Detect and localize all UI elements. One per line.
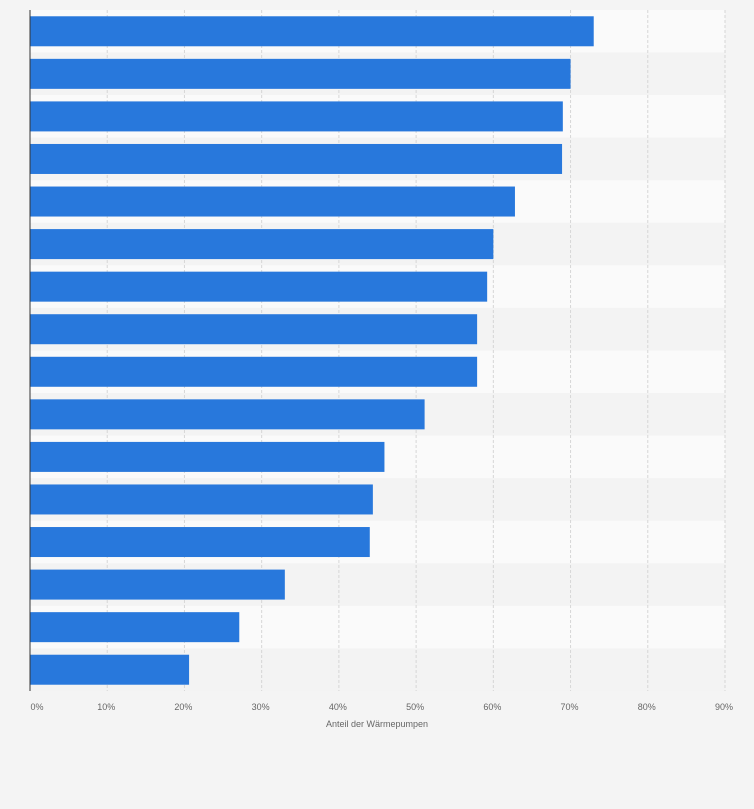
bar[interactable]	[30, 101, 563, 132]
bar[interactable]	[30, 441, 385, 472]
bar[interactable]	[30, 527, 370, 558]
x-tick-label: 70%	[561, 702, 579, 712]
bar[interactable]	[30, 271, 488, 302]
bar[interactable]	[30, 58, 571, 89]
bar[interactable]	[30, 399, 425, 430]
x-tick-label: 30%	[252, 702, 270, 712]
bar[interactable]	[30, 654, 190, 685]
x-axis-title: Anteil der Wärmepumpen	[326, 719, 428, 729]
x-tick-label: 50%	[406, 702, 424, 712]
bar[interactable]	[30, 314, 478, 345]
bar[interactable]	[30, 569, 285, 600]
x-tick-label: 20%	[174, 702, 192, 712]
x-axis-ticks: 0% 10% 20% 30% 40% 50% 60% 70% 80% 90%	[30, 702, 733, 712]
bar[interactable]	[30, 612, 240, 643]
bar[interactable]	[30, 186, 515, 217]
bar[interactable]	[30, 484, 373, 515]
x-tick-label: 0%	[30, 702, 43, 712]
bar[interactable]	[30, 356, 478, 387]
x-tick-label: 80%	[638, 702, 656, 712]
bar[interactable]	[30, 229, 494, 260]
x-tick-label: 10%	[97, 702, 115, 712]
bars	[30, 16, 594, 685]
x-tick-label: 60%	[483, 702, 501, 712]
bar[interactable]	[30, 143, 563, 174]
x-tick-label: 90%	[715, 702, 733, 712]
x-tick-label: 40%	[329, 702, 347, 712]
bar[interactable]	[30, 16, 594, 47]
